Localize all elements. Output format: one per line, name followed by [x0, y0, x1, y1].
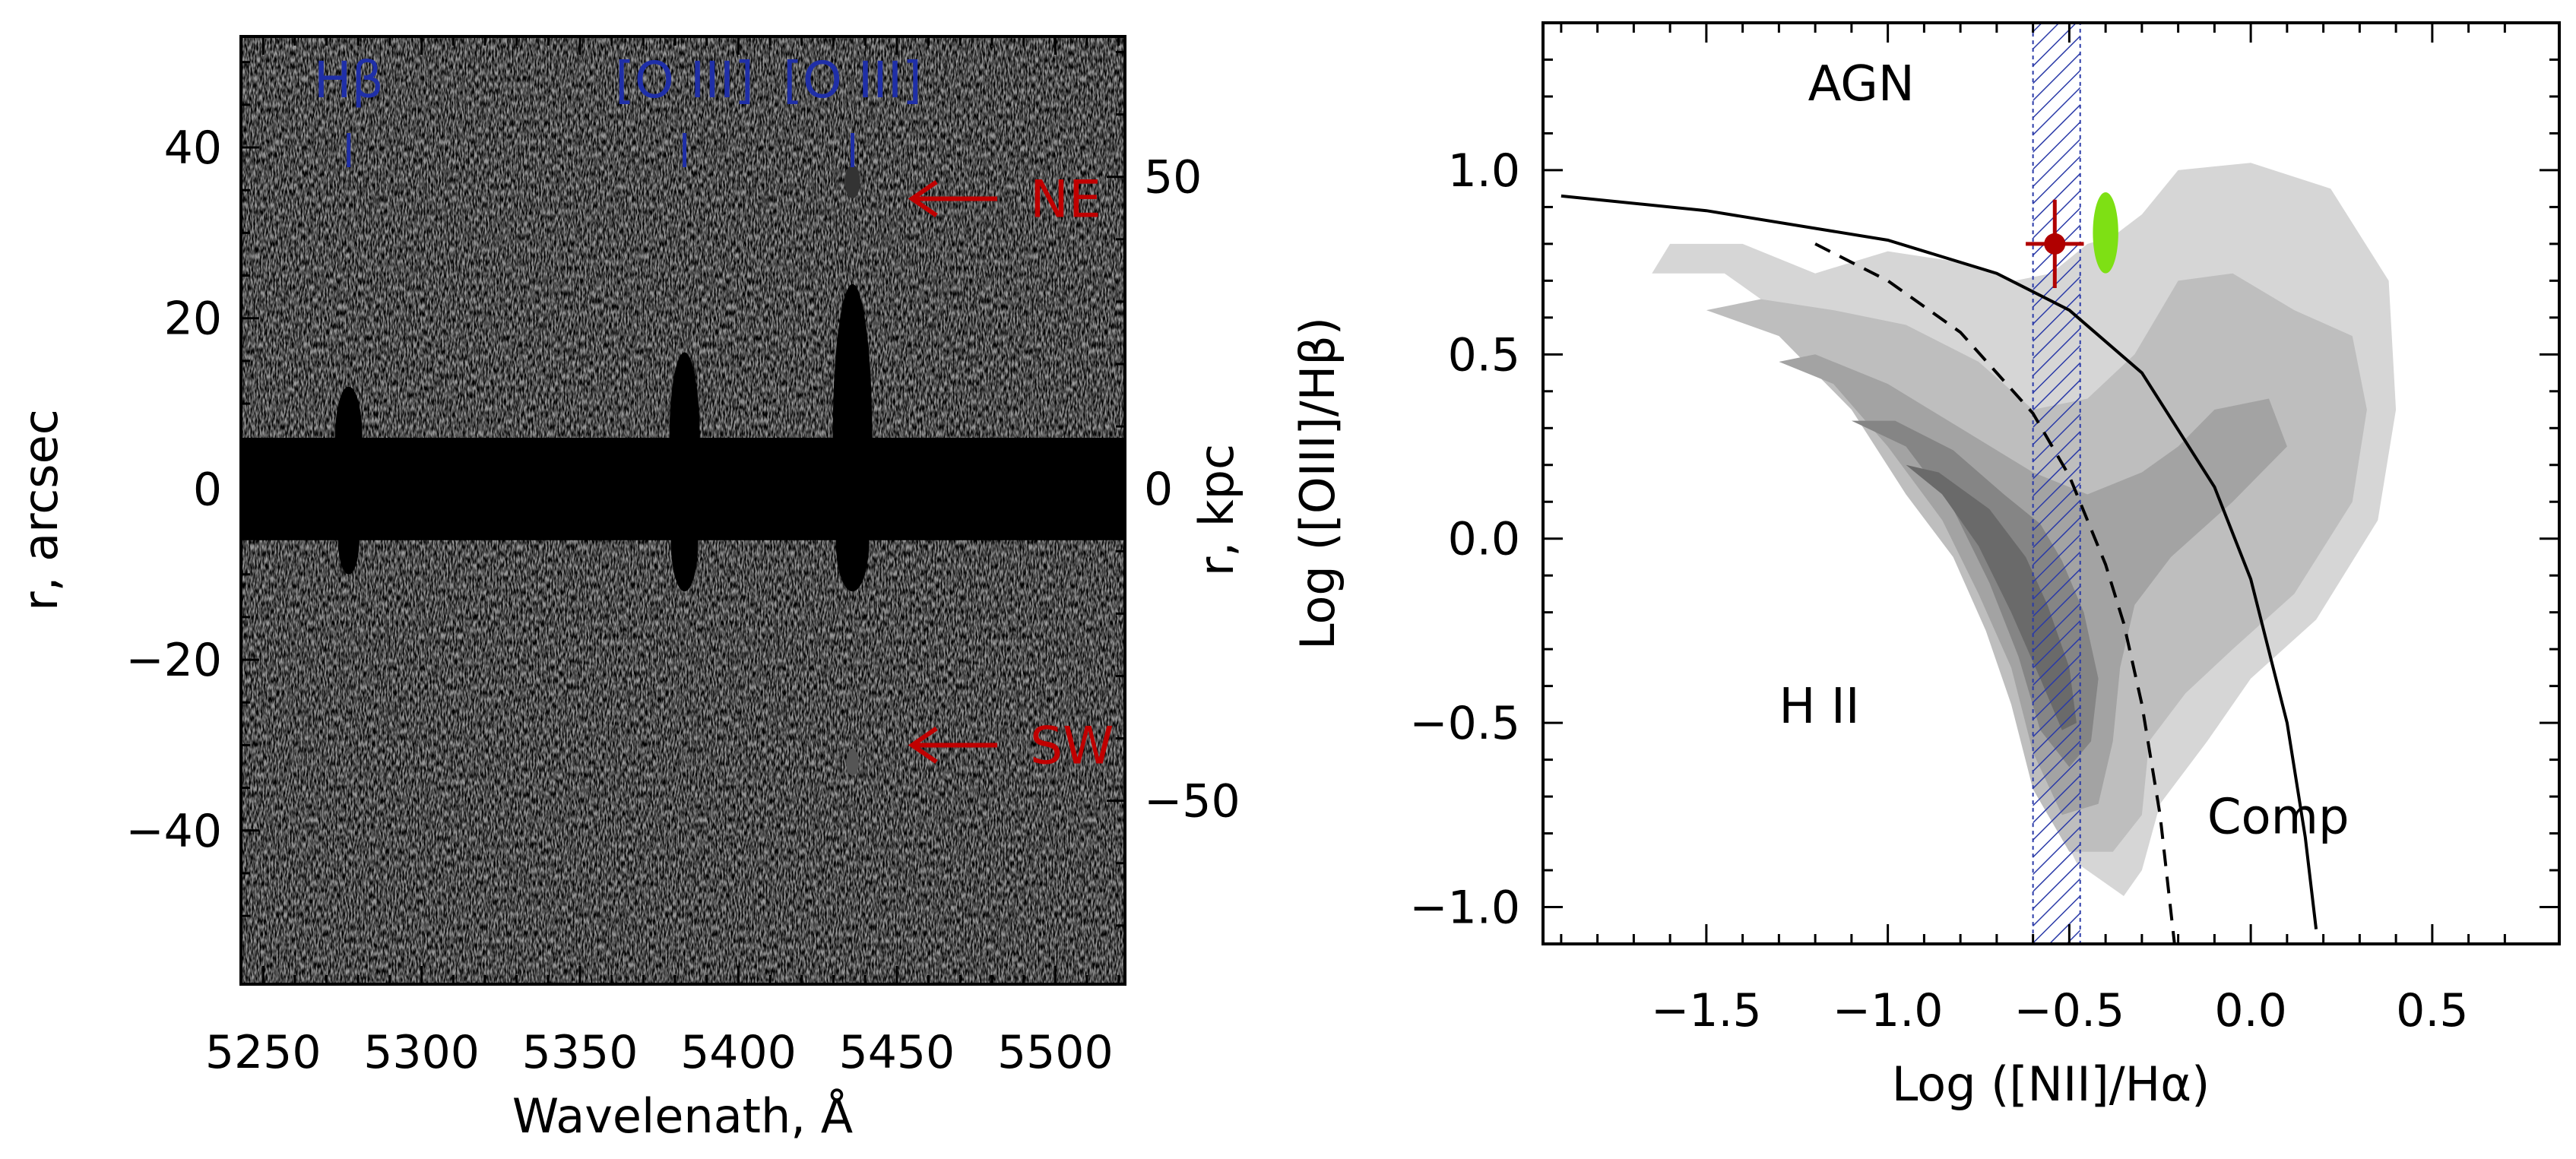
spectrum-y-label: r, arcsec: [13, 409, 68, 611]
region-arrows: NE SW: [908, 169, 1114, 776]
bpt-frame: [1541, 21, 2561, 945]
line-emission-blob-up: [669, 352, 700, 524]
y-tick-label: 0.0: [1448, 513, 1520, 566]
spectrum-features: [241, 164, 1125, 776]
region-label-hii: H II: [1779, 679, 1859, 735]
y2-tick-label: −50: [1144, 775, 1240, 828]
object-point-with-errorbars: [2026, 199, 2084, 289]
y-tick-label: −20: [125, 634, 222, 687]
region-arrow-head: [908, 726, 938, 764]
line-emission-blob-down: [835, 489, 870, 592]
y-tick-label: 0.5: [1448, 328, 1520, 382]
y-tick-label: 0: [193, 463, 222, 516]
emission-line-label: [O III]: [615, 51, 754, 109]
x-tick-label: 0.5: [2396, 984, 2468, 1037]
line-emission-blob-up: [334, 386, 363, 489]
kewley-demarcation-line: [1560, 194, 2318, 929]
sdss-density-contours: [1652, 163, 2397, 896]
spectrum-x-label: Wavelenath, Å: [512, 1088, 853, 1144]
emission-line-label: [O III]: [783, 51, 922, 109]
emission-line-marks: Hβ [O III] [O III]: [314, 51, 922, 167]
bpt-panel: −1.5 −1.0 −0.5 0.0 0.5−1.0−0.50.00.51.0 AGN …: [1290, 21, 2561, 1112]
point-marker: [2044, 233, 2066, 255]
emission-line-label: Hβ: [314, 51, 384, 109]
line-emission-blob-down: [337, 505, 360, 575]
y-tick-label: 1.0: [1448, 144, 1520, 198]
y2-tick-label: 50: [1144, 151, 1202, 204]
x-tick-label: 5300: [363, 1026, 480, 1079]
region-arrow-label: NE: [1030, 169, 1101, 230]
x-tick-label: −1.5: [1651, 984, 1762, 1037]
bpt-ticks: −1.5 −1.0 −0.5 0.0 0.5 −1.0 −0.5 0.0 0.5 1.0: [1409, 23, 2559, 1037]
line-emission-blob-down: [670, 489, 699, 592]
region-label-comp: Comp: [2207, 790, 2349, 846]
region-arrow-head: [908, 179, 938, 217]
green-ellipse-marker: [2093, 192, 2118, 274]
x-tick-label: 5500: [997, 1026, 1114, 1079]
x-tick-label: −1.0: [1833, 984, 1944, 1037]
spectrum-y2-label: r, kpc: [1189, 444, 1244, 576]
bpt-y-label: Log ([OIII]/Hβ): [1290, 317, 1345, 650]
sw-knot: [846, 748, 859, 776]
x-tick-label: 5450: [839, 1026, 955, 1079]
bpt-x-label: Log ([NII]/Hα): [1892, 1056, 2210, 1112]
kauffmann-demarcation-line: [1814, 242, 2176, 944]
spectrum-panel: 5250 5300 5350 5400 5450 5500 −40 −20 0 20 40 −50 0 5…: [13, 35, 1244, 1144]
y-tick-label: −0.5: [1409, 697, 1520, 750]
region-label-agn: AGN: [1808, 56, 1915, 112]
x-tick-label: −0.5: [2014, 984, 2125, 1037]
spectrum-frame: [239, 35, 1126, 986]
x-tick-label: 5250: [205, 1026, 322, 1079]
y-tick-label: 40: [164, 122, 222, 175]
x-tick-label: 5350: [522, 1026, 638, 1079]
x-tick-label: 5400: [680, 1026, 797, 1079]
y-tick-label: −1.0: [1409, 882, 1520, 935]
y2-tick-label: 0: [1144, 463, 1173, 516]
y-tick-label: 20: [164, 293, 222, 346]
ne-knot: [844, 164, 860, 198]
region-arrow-label: SW: [1030, 716, 1114, 776]
y-tick-label: −40: [125, 805, 222, 858]
x-tick-label: 0.0: [2214, 984, 2286, 1037]
spectrum-ticks: 5250 5300 5350 5400 5450 5500 −40 −20 0 20 40 −50 0 5…: [125, 36, 1240, 1079]
